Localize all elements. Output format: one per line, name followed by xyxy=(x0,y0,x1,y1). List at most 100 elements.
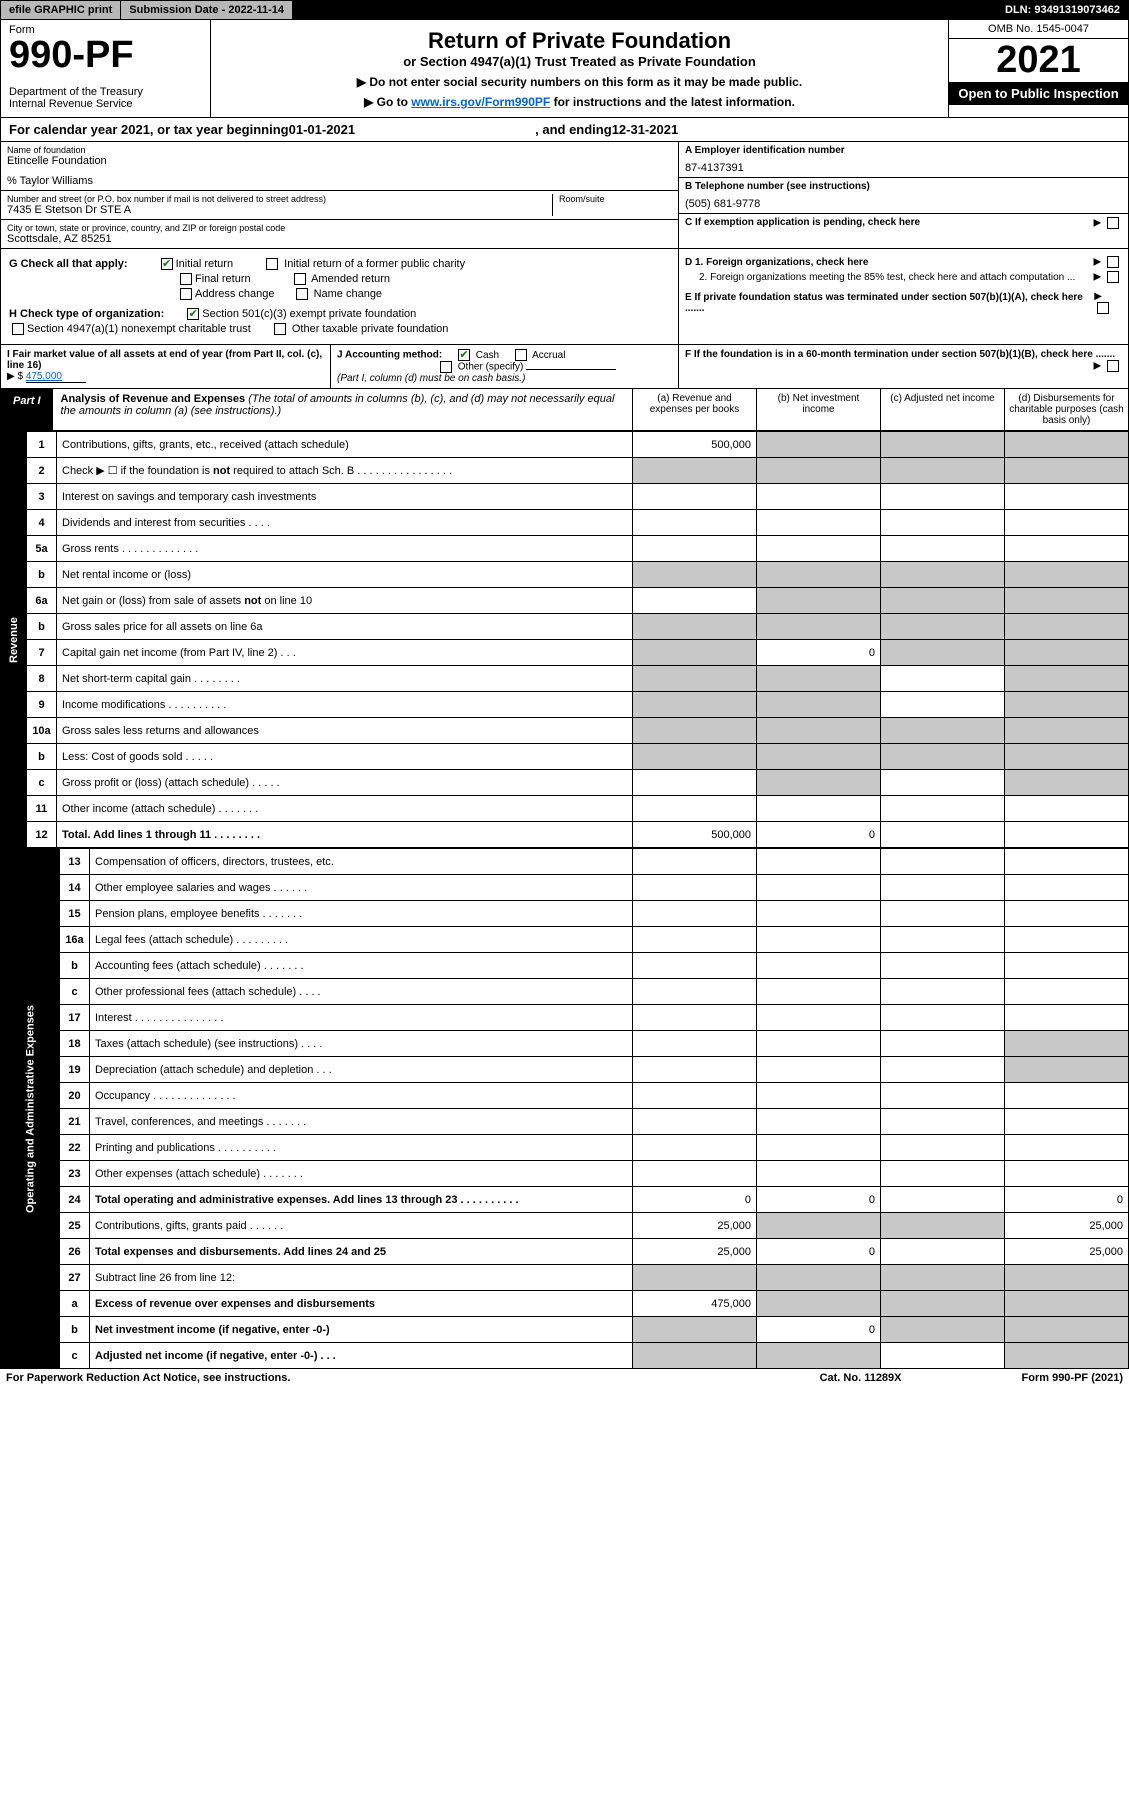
table-row: 16aLegal fees (attach schedule) . . . . … xyxy=(1,927,1129,953)
col-d-header: (d) Disbursements for charitable purpose… xyxy=(1004,389,1128,430)
part1-tag: Part I xyxy=(1,389,53,430)
col-c-header: (c) Adjusted net income xyxy=(880,389,1004,430)
cell-col-a: 500,000 xyxy=(633,432,757,458)
g-check-amended[interactable] xyxy=(294,273,306,285)
cell-col-b: 0 xyxy=(757,1187,881,1213)
j-check-cash[interactable] xyxy=(458,349,470,361)
cell-col-c xyxy=(881,458,1005,484)
g-check-name[interactable] xyxy=(296,288,308,300)
c-checkbox[interactable] xyxy=(1107,217,1119,229)
row-description: Net gain or (loss) from sale of assets n… xyxy=(57,588,633,614)
cell-col-a xyxy=(633,927,757,953)
cell-col-d xyxy=(1005,822,1129,848)
cell-col-a xyxy=(633,1265,757,1291)
j-check-accrual[interactable] xyxy=(515,349,527,361)
g-check-initial-public[interactable] xyxy=(266,258,278,270)
cell-col-c xyxy=(881,510,1005,536)
cell-col-c xyxy=(881,640,1005,666)
row-description: Legal fees (attach schedule) . . . . . .… xyxy=(90,927,633,953)
cell-col-a: 475,000 xyxy=(633,1291,757,1317)
row-number: 10a xyxy=(27,718,57,744)
cell-col-b xyxy=(757,1265,881,1291)
cell-col-c xyxy=(881,1291,1005,1317)
table-row: 3Interest on savings and temporary cash … xyxy=(1,484,1129,510)
table-row: bAccounting fees (attach schedule) . . .… xyxy=(1,953,1129,979)
h-check-other[interactable] xyxy=(274,323,286,335)
row-description: Total operating and administrative expen… xyxy=(90,1187,633,1213)
cell-col-a xyxy=(633,1109,757,1135)
f-checkbox[interactable] xyxy=(1107,360,1119,372)
table-row: 25Contributions, gifts, grants paid . . … xyxy=(1,1213,1129,1239)
row-description: Income modifications . . . . . . . . . . xyxy=(57,692,633,718)
info-block: Name of foundation Etincelle Foundation … xyxy=(0,142,1129,249)
row-description: Total. Add lines 1 through 11 . . . . . … xyxy=(57,822,633,848)
cell-col-d xyxy=(1005,432,1129,458)
i-j-block: I Fair market value of all assets at end… xyxy=(0,345,1129,389)
cell-col-a xyxy=(633,510,757,536)
tax-year: 2021 xyxy=(949,39,1128,82)
cell-col-c xyxy=(881,979,1005,1005)
address: 7435 E Stetson Dr STE A xyxy=(7,204,552,216)
row-number: 14 xyxy=(60,875,90,901)
cell-col-c xyxy=(881,1265,1005,1291)
table-row: 5aGross rents . . . . . . . . . . . . . xyxy=(1,536,1129,562)
d1-checkbox[interactable] xyxy=(1107,256,1119,268)
cell-col-a xyxy=(633,875,757,901)
d2-checkbox[interactable] xyxy=(1107,271,1119,283)
g-check-final[interactable] xyxy=(180,273,192,285)
inspection-label: Open to Public Inspection xyxy=(949,82,1128,105)
row-description: Contributions, gifts, grants paid . . . … xyxy=(90,1213,633,1239)
table-row: 24Total operating and administrative exp… xyxy=(1,1187,1129,1213)
cell-col-d xyxy=(1005,1135,1129,1161)
cell-col-c xyxy=(881,822,1005,848)
row-number: b xyxy=(27,562,57,588)
cell-col-a xyxy=(633,901,757,927)
row-description: Compensation of officers, directors, tru… xyxy=(90,849,633,875)
omb-number: OMB No. 1545-0047 xyxy=(949,20,1128,39)
cell-col-a: 500,000 xyxy=(633,822,757,848)
cell-col-b: 0 xyxy=(757,1239,881,1265)
h-check-501c3[interactable] xyxy=(187,308,199,320)
cell-col-a xyxy=(633,1343,757,1369)
row-description: Net short-term capital gain . . . . . . … xyxy=(57,666,633,692)
cell-col-c xyxy=(881,1239,1005,1265)
row-description: Total expenses and disbursements. Add li… xyxy=(90,1239,633,1265)
cell-col-c xyxy=(881,953,1005,979)
h-check-4947[interactable] xyxy=(12,323,24,335)
irs-link[interactable]: www.irs.gov/Form990PF xyxy=(411,95,550,109)
cell-col-d xyxy=(1005,1031,1129,1057)
cell-col-d xyxy=(1005,849,1129,875)
cell-col-d xyxy=(1005,1161,1129,1187)
cell-col-a xyxy=(633,979,757,1005)
j-check-other[interactable] xyxy=(440,361,452,373)
cell-col-c xyxy=(881,1109,1005,1135)
e-checkbox[interactable] xyxy=(1097,302,1109,314)
g-label: G Check all that apply: xyxy=(9,258,128,270)
cell-col-a xyxy=(633,796,757,822)
row-description: Printing and publications . . . . . . . … xyxy=(90,1135,633,1161)
row-number: c xyxy=(60,1343,90,1369)
row-number: 19 xyxy=(60,1057,90,1083)
cell-col-b xyxy=(757,1083,881,1109)
cell-col-c xyxy=(881,1187,1005,1213)
cell-col-b xyxy=(757,1343,881,1369)
cell-col-a xyxy=(633,849,757,875)
table-row: bNet rental income or (loss) xyxy=(1,562,1129,588)
row-description: Taxes (attach schedule) (see instruction… xyxy=(90,1031,633,1057)
g-check-initial[interactable] xyxy=(161,258,173,270)
row-number: 13 xyxy=(60,849,90,875)
cell-col-b xyxy=(757,510,881,536)
g-check-address[interactable] xyxy=(180,288,192,300)
cell-col-b xyxy=(757,1057,881,1083)
cell-col-c xyxy=(881,1161,1005,1187)
cell-col-c xyxy=(881,666,1005,692)
submission-date: Submission Date - 2022-11-14 xyxy=(120,1,292,19)
row-number: 9 xyxy=(27,692,57,718)
row-number: 24 xyxy=(60,1187,90,1213)
cell-col-c xyxy=(881,536,1005,562)
h-label: H Check type of organization: xyxy=(9,308,164,320)
cell-col-a xyxy=(633,1083,757,1109)
row-description: Accounting fees (attach schedule) . . . … xyxy=(90,953,633,979)
cell-col-d xyxy=(1005,614,1129,640)
address-label: Number and street (or P.O. box number if… xyxy=(7,194,552,204)
